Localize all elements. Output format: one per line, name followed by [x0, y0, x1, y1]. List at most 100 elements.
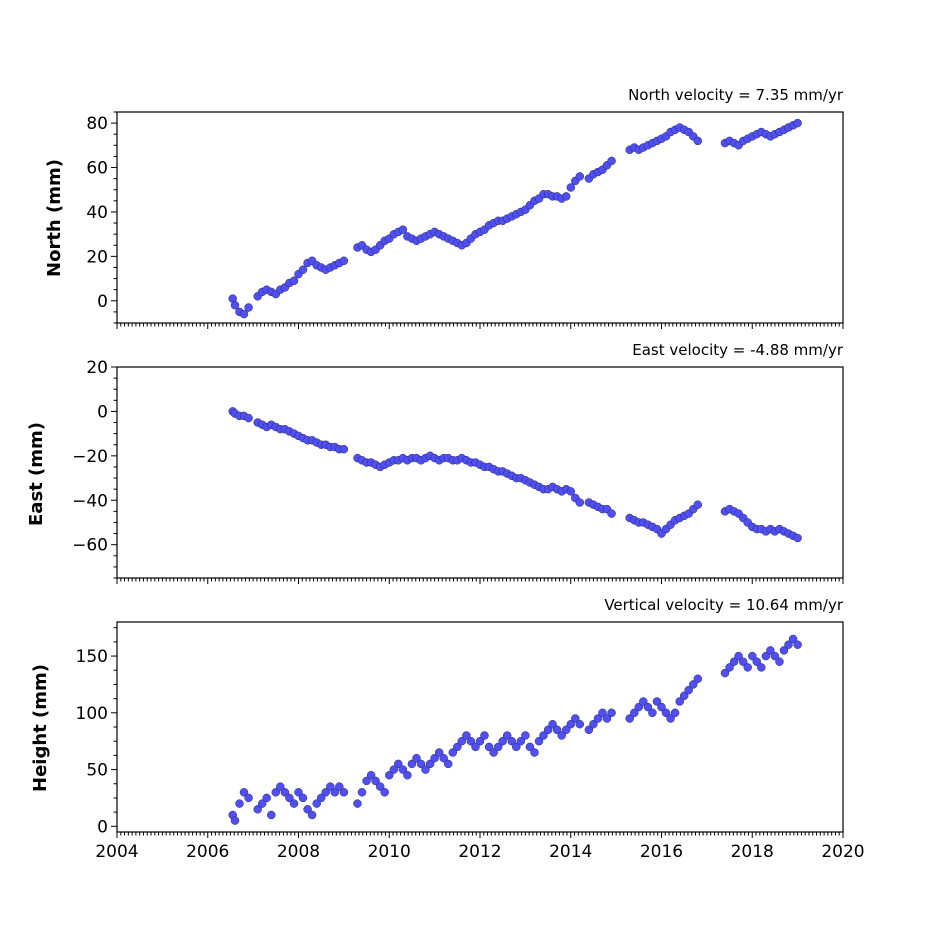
height-data-point [453, 742, 462, 752]
height-data-point [321, 788, 330, 797]
height-data-point [643, 702, 653, 712]
height-data-point [434, 748, 444, 757]
height-data-point [757, 663, 766, 672]
height-data-point [371, 776, 380, 786]
height-data-point [561, 725, 571, 735]
north-y-tick-label: 40 [86, 203, 108, 223]
height-data-point [775, 657, 784, 666]
height-data-point [507, 736, 517, 746]
east-y-axis: −60 −40 −20 0 20 [72, 358, 117, 579]
height-data-point [657, 702, 666, 712]
height-data-point [602, 714, 612, 723]
height-data-point [330, 788, 340, 797]
height-data-point [276, 782, 285, 791]
east-velocity-title: East velocity = -4.88 mm/yr [632, 341, 844, 359]
height-data-points [228, 634, 802, 825]
vertical-velocity-title: Vertical velocity = 10.64 mm/yr [604, 596, 844, 614]
height-data-point [403, 770, 412, 780]
east-data-point [339, 444, 349, 454]
east-data-point [693, 500, 703, 509]
height-data-point [257, 799, 267, 808]
height-data-point [589, 719, 598, 729]
height-data-point [693, 674, 703, 684]
north-data-point [575, 172, 585, 181]
height-data-point [362, 776, 371, 786]
height-data-point [394, 759, 403, 769]
height-x-tick-label: 2014 [549, 842, 592, 862]
height-data-point [335, 782, 344, 791]
height-x-tick-label: 2006 [186, 842, 229, 862]
east-y-tick-label: −60 [72, 536, 108, 556]
north-y-tick-label: 0 [97, 292, 108, 312]
height-data-point [666, 714, 675, 723]
height-data-point [784, 640, 793, 649]
height-data-point [543, 725, 553, 735]
height-data-point [734, 651, 743, 661]
north-y-tick-label: 20 [86, 247, 108, 267]
height-data-point [316, 793, 326, 803]
height-data-point [303, 805, 312, 814]
height-data-point [244, 793, 253, 803]
height-y-axis: 0 50 100 150 [76, 627, 117, 837]
height-data-point [648, 708, 657, 718]
height-data-point [421, 765, 430, 774]
height-data-point [725, 663, 734, 672]
height-x-tick-label: 2010 [368, 842, 411, 862]
height-data-point [475, 736, 485, 746]
height-data-point [630, 708, 639, 718]
east-y-tick-label: 0 [97, 402, 108, 422]
height-data-point [262, 793, 271, 803]
height-data-point [285, 793, 294, 803]
height-data-point [521, 731, 530, 740]
height-data-point [566, 719, 576, 729]
height-data-point [239, 788, 249, 797]
north-panel: North velocity = 7.35 mm/yr 0 20 40 60 80 No… [44, 86, 844, 329]
height-data-point [462, 731, 471, 740]
height-y-axis-label: Height (mm) [30, 664, 51, 792]
height-data-point [571, 714, 580, 723]
height-data-point [385, 770, 394, 780]
height-x-tick-label: 2004 [95, 842, 138, 862]
height-y-tick-label: 150 [76, 647, 108, 667]
height-data-point [534, 736, 544, 746]
height-data-point [484, 742, 494, 752]
height-data-point [512, 742, 521, 752]
height-data-point [289, 799, 299, 808]
height-data-point [425, 759, 435, 769]
height-data-point [412, 753, 421, 763]
east-y-tick-label: −20 [72, 447, 108, 467]
height-data-point [752, 657, 762, 666]
height-data-point [253, 805, 262, 814]
height-panel: Vertical velocity = 10.64 mm/yr 0 50 100 15… [30, 596, 865, 862]
north-data-points [228, 118, 802, 319]
height-data-point [530, 748, 539, 757]
height-data-point [326, 782, 335, 791]
north-data-point [244, 303, 253, 312]
height-y-tick-label: 0 [97, 817, 108, 837]
north-data-point [561, 192, 571, 201]
height-data-point [670, 708, 680, 718]
height-data-point [375, 782, 385, 791]
height-y-tick-label: 50 [86, 761, 108, 781]
east-data-point [793, 533, 802, 543]
height-data-point [480, 731, 489, 740]
height-x-axis: 2004 2006 2008 2010 2012 2014 2016 2018 2020 [95, 832, 865, 862]
north-y-tick-label: 60 [86, 159, 108, 179]
north-data-point [298, 265, 308, 274]
height-data-point [389, 765, 399, 774]
east-y-tick-label: 20 [86, 358, 108, 378]
height-data-point [398, 765, 408, 774]
north-data-point [793, 118, 802, 128]
height-data-point [675, 697, 684, 706]
height-data-point [457, 736, 467, 746]
height-data-point [720, 668, 730, 678]
north-x-axis [116, 323, 844, 329]
east-data-point [607, 509, 616, 518]
height-data-point [267, 810, 276, 820]
height-data-point [652, 697, 662, 706]
height-data-point [430, 753, 439, 763]
height-data-point [235, 799, 244, 808]
height-data-point [230, 816, 240, 825]
height-x-tick-label: 2018 [731, 842, 774, 862]
